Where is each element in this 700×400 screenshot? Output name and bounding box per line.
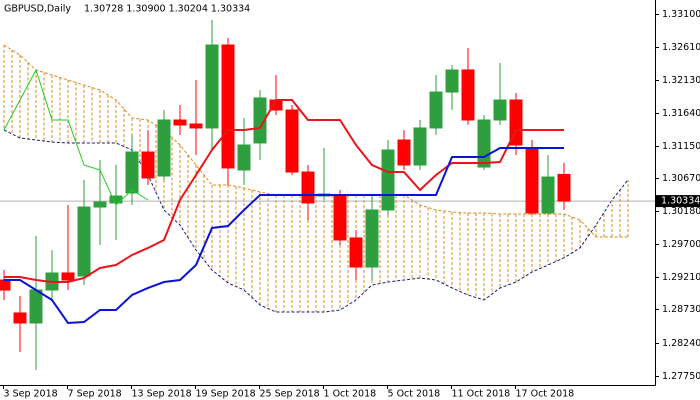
y-tick-label: 1.32610 <box>662 42 700 53</box>
x-tick-label: 17 Oct 2018 <box>516 389 575 400</box>
indicator-line <box>4 99 564 284</box>
candle-body <box>493 99 507 121</box>
candle-body <box>61 272 75 281</box>
candle-body <box>109 195 123 204</box>
y-tick-label: 1.27750 <box>662 371 700 382</box>
x-tick-label: 3 Sep 2018 <box>4 389 58 400</box>
x-tick-label: 25 Sep 2018 <box>260 389 320 400</box>
candle-body <box>557 173 571 202</box>
x-tick-label: 1 Oct 2018 <box>324 389 377 400</box>
candle-body <box>13 312 27 324</box>
plot-area <box>0 20 655 370</box>
candle-body <box>157 119 171 177</box>
candle-body <box>29 289 43 324</box>
x-tick-label: 13 Sep 2018 <box>132 389 192 400</box>
x-tick-label: 11 Oct 2018 <box>452 389 511 400</box>
candle-body <box>173 119 187 126</box>
y-tick-label: 1.28730 <box>662 304 700 315</box>
candle-body <box>445 69 459 93</box>
y-tick-label: 1.31640 <box>662 108 700 119</box>
y-tick-label: 1.30180 <box>662 206 700 217</box>
candle-body <box>509 99 523 146</box>
candle-body <box>285 109 299 173</box>
x-tick-label: 19 Sep 2018 <box>196 389 256 400</box>
y-tick-label: 1.33100 <box>662 9 700 20</box>
current-price-label: 1.30334 <box>661 196 700 207</box>
candle-body <box>253 97 267 144</box>
candle-body <box>365 209 379 268</box>
candle-body <box>237 144 251 171</box>
indicator-line <box>4 146 564 325</box>
candle-body <box>141 151 155 179</box>
candle-body <box>0 279 11 291</box>
candle-body <box>413 127 427 166</box>
candle-body <box>221 44 235 169</box>
candle-body <box>541 176 555 214</box>
candle-body <box>205 44 219 129</box>
candle-body <box>77 206 91 277</box>
y-tick-label: 1.32130 <box>662 75 700 86</box>
candle-body <box>93 201 107 208</box>
candle-body <box>381 149 395 211</box>
candle-body <box>525 147 539 214</box>
x-tick-label: 7 Sep 2018 <box>68 389 122 400</box>
candle-body <box>301 171 315 204</box>
candle-body <box>125 151 139 194</box>
chart-title: GBPUSD,Daily <box>4 4 71 15</box>
candle-body <box>397 139 411 166</box>
y-tick-label: 1.29700 <box>662 239 700 250</box>
candle-body <box>349 237 363 268</box>
y-tick-label: 1.31150 <box>662 141 700 152</box>
senkou-span-a <box>3 44 628 238</box>
candle-body <box>333 194 347 241</box>
indicator-line <box>3 68 149 206</box>
candle-body <box>429 91 443 129</box>
ohlc-label: 1.30728 1.30900 1.30204 1.30334 <box>84 4 250 15</box>
candle-body <box>461 69 475 121</box>
current-price-box <box>656 195 700 208</box>
y-tick-label: 1.29210 <box>662 272 700 283</box>
candle-body <box>477 119 491 168</box>
senkou-span-b <box>3 129 629 313</box>
y-tick-label: 1.28240 <box>662 338 700 349</box>
candle-body <box>189 123 203 129</box>
y-tick-label: 1.30670 <box>662 173 700 184</box>
x-tick-label: 5 Oct 2018 <box>388 389 441 400</box>
